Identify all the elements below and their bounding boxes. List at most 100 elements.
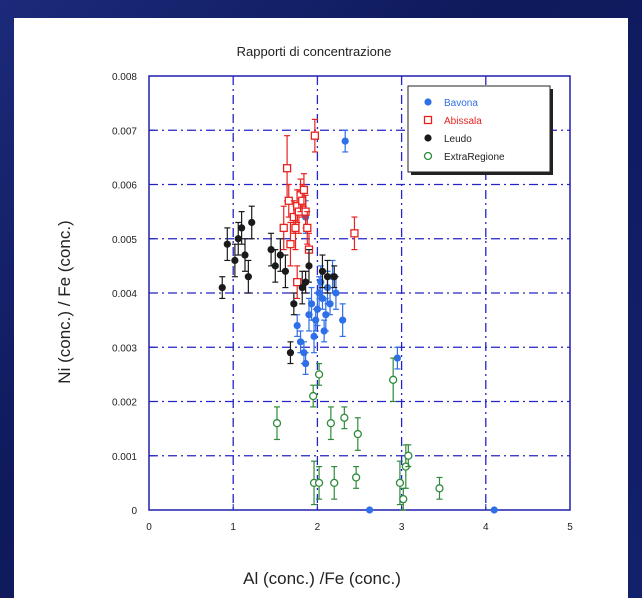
legend-label-abissala: Abissala (444, 116, 482, 127)
marker (330, 478, 339, 488)
point-leudo (281, 254, 290, 289)
x-axis-label: Al (conc.) /Fe (conc.) (243, 569, 401, 588)
point-extraregione (351, 466, 361, 489)
legend-marker-bavona (424, 98, 432, 106)
marker (353, 429, 362, 439)
point-leudo (248, 205, 256, 240)
marker (298, 196, 307, 205)
point-bavona (302, 352, 310, 375)
marker (282, 164, 292, 173)
legend-marker-extraregione (423, 151, 433, 161)
point-extraregione (399, 487, 408, 511)
point-bavona (490, 506, 498, 514)
point-bavona (293, 314, 301, 337)
chart-title: Rapporti di concentrazione (237, 44, 392, 59)
legend-label-extraregione: ExtraRegione (444, 152, 505, 163)
marker (404, 451, 413, 460)
marker (326, 419, 336, 428)
marker (323, 273, 332, 281)
series-abissala (279, 118, 359, 300)
marker (314, 478, 324, 488)
y-tick-label: 0.008 (112, 72, 137, 83)
marker (395, 478, 405, 488)
marker (305, 262, 313, 270)
marker (312, 316, 320, 324)
point-leudo (231, 243, 239, 278)
data-points (218, 118, 498, 514)
x-tick-label: 4 (483, 522, 489, 533)
y-tick-label: 0.002 (112, 398, 137, 409)
y-tick-label: 0.006 (112, 181, 137, 192)
point-leudo (298, 270, 306, 305)
point-abissala (350, 216, 359, 251)
marker (293, 321, 301, 330)
point-abissala (293, 265, 302, 300)
point-extraregione (353, 417, 362, 451)
marker (298, 283, 306, 292)
marker (272, 419, 282, 428)
marker (231, 256, 239, 265)
marker (330, 273, 338, 281)
slide-canvas: Rapporti di concentrazione 0 1 2 3 4 5 0 0.001 0… (14, 18, 628, 598)
marker (303, 223, 312, 233)
marker (286, 240, 295, 249)
marker (322, 311, 330, 319)
marker (291, 223, 300, 233)
marker (267, 246, 275, 254)
y-axis-label: Ni (conc.) / Fe (conc.) (55, 220, 74, 383)
marker (318, 267, 327, 275)
marker (399, 494, 408, 504)
point-leudo (267, 232, 275, 267)
marker (307, 300, 316, 308)
x-tick-label: 1 (230, 522, 236, 533)
marker (393, 354, 401, 362)
marker (302, 359, 310, 368)
point-leudo (241, 238, 249, 272)
marker (341, 137, 349, 145)
marker (310, 131, 320, 140)
point-leudo (271, 249, 279, 283)
y-tick-label: 0.004 (112, 289, 137, 300)
point-leudo (238, 211, 246, 245)
x-tick-label: 5 (567, 522, 573, 533)
point-abissala (286, 221, 295, 267)
point-bavona (341, 129, 349, 153)
point-leudo (302, 270, 310, 294)
marker (389, 375, 398, 384)
marker (241, 251, 249, 259)
legend-label-bavona: Bavona (444, 98, 478, 109)
point-leudo (318, 254, 327, 289)
point-extraregione (340, 406, 349, 430)
y-tick-label: 0 (131, 506, 137, 517)
marker (317, 278, 325, 286)
y-tick-label: 0.003 (112, 343, 137, 354)
legend: Bavona Abissala Leudo ExtraRegione (407, 85, 553, 175)
point-bavona (366, 506, 374, 514)
point-extraregione (314, 362, 324, 386)
point-extraregione (389, 357, 398, 403)
y-tick-label: 0.007 (112, 126, 137, 137)
point-leudo (305, 249, 313, 283)
point-extraregione (326, 406, 336, 441)
legend-label-leudo: Leudo (444, 134, 472, 145)
marker (223, 240, 231, 248)
marker (309, 391, 318, 401)
x-tick-label: 0 (146, 522, 152, 533)
marker (305, 311, 313, 319)
point-extraregione (435, 476, 444, 500)
point-extraregione (272, 406, 282, 441)
marker (302, 278, 310, 286)
point-abissala (279, 205, 288, 251)
marker (350, 229, 359, 238)
point-extraregione (404, 444, 413, 468)
marker (366, 506, 374, 514)
point-leudo (323, 259, 332, 294)
marker (279, 223, 288, 233)
point-extraregione (309, 384, 318, 408)
legend-marker-leudo (424, 134, 432, 142)
axis-ticks: 0 1 2 3 4 5 0 0.001 0.002 0.003 0.004 0.005 0.006 0.0… (112, 72, 573, 533)
point-leudo (223, 227, 231, 262)
point-leudo (218, 276, 226, 300)
marker (314, 370, 324, 379)
point-extraregione (330, 466, 339, 500)
